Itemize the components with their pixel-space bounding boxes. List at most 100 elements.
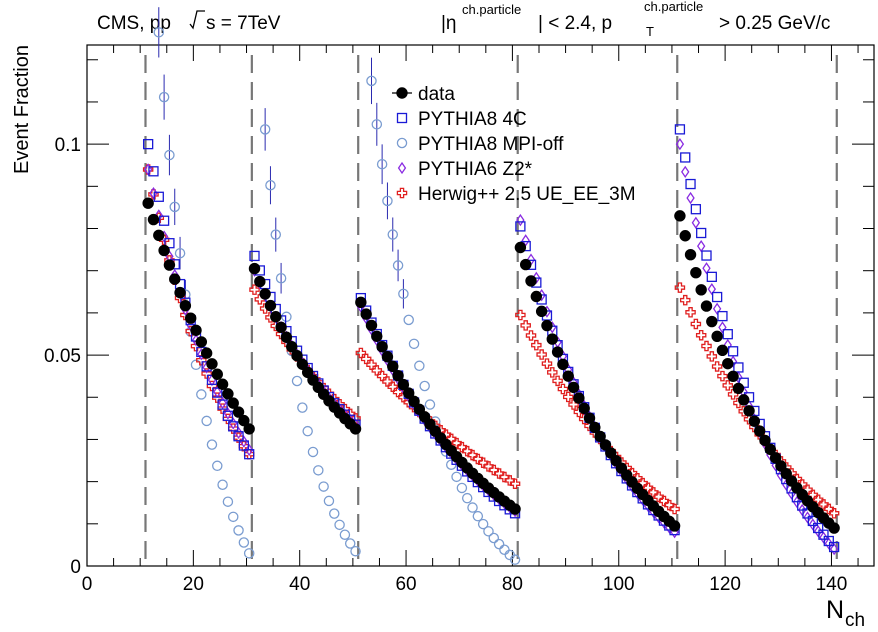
point-p4c xyxy=(727,346,739,357)
point-data xyxy=(700,300,713,312)
tick-labels: 0 20 40 60 80 100 120 140 0 0.05 0.1 xyxy=(44,135,847,595)
point-data xyxy=(158,244,170,257)
point-data xyxy=(583,412,596,424)
point-herwig xyxy=(477,457,489,468)
data-points xyxy=(142,7,840,565)
point-z2 xyxy=(813,525,823,538)
point-herwig xyxy=(525,330,537,341)
point-z2 xyxy=(819,531,828,544)
point-data xyxy=(291,350,303,362)
legend-label: data xyxy=(418,84,455,105)
point-p4c xyxy=(238,440,250,451)
legend-label: PYTHIA8 MPI-off xyxy=(418,134,564,155)
point-mpioff xyxy=(227,511,239,523)
point-data xyxy=(238,414,250,427)
point-herwig xyxy=(392,386,404,398)
point-herwig xyxy=(658,495,670,507)
point-mpioff xyxy=(270,229,282,240)
point-herwig xyxy=(637,477,648,489)
point-data xyxy=(371,330,383,342)
y-tick-label: 0.05 xyxy=(44,346,81,367)
point-herwig xyxy=(451,437,462,449)
point-herwig xyxy=(701,340,712,352)
point-mpioff xyxy=(477,518,489,530)
point-mpioff xyxy=(169,201,180,213)
point-herwig xyxy=(562,391,574,403)
point-data xyxy=(184,312,197,324)
point-data xyxy=(179,299,192,312)
point-data xyxy=(535,305,548,318)
point-data xyxy=(578,402,590,415)
point-data xyxy=(360,308,372,320)
point-z2 xyxy=(149,186,158,200)
point-mpioff xyxy=(350,545,361,557)
legend-label: PYTHIA6 Z2* xyxy=(418,159,533,180)
point-p4c xyxy=(143,138,154,150)
point-data xyxy=(397,378,410,391)
point-herwig xyxy=(531,339,542,351)
point-mpioff xyxy=(164,149,175,161)
x-tick-label: 20 xyxy=(183,574,204,595)
sqrt-symbol xyxy=(189,10,205,30)
legend-item-z2: PYTHIA6 Z2* xyxy=(397,159,533,180)
point-z2 xyxy=(707,282,717,296)
point-data xyxy=(573,392,585,404)
point-mpioff xyxy=(499,544,510,556)
point-data xyxy=(525,275,537,287)
legend-marker xyxy=(396,87,408,99)
legend: data PYTHIA8 4C PYTHIA8 MPI-off PYTHIA6 Z2*… xyxy=(392,84,636,205)
point-data xyxy=(759,434,771,447)
point-z2 xyxy=(824,537,833,550)
point-herwig xyxy=(802,484,813,495)
point-p4c xyxy=(696,227,707,239)
point-data xyxy=(355,296,367,309)
point-z2 xyxy=(218,396,227,410)
header-left: CMS, pp s = 7TeV xyxy=(97,10,281,34)
point-p4c xyxy=(148,166,159,177)
point-mpioff xyxy=(403,314,414,326)
point-herwig xyxy=(711,361,723,372)
point-mpioff xyxy=(281,311,292,323)
point-mpioff xyxy=(291,375,303,387)
point-herwig xyxy=(456,441,468,453)
x-tick-label: 40 xyxy=(289,574,310,595)
x-axis-label: N ch xyxy=(826,596,865,631)
point-data xyxy=(275,321,287,333)
axis-ticks xyxy=(86,45,874,567)
point-herwig xyxy=(807,489,819,501)
legend-item-herwig: Herwig++ 2.5 UE_EE_3M xyxy=(396,184,636,205)
point-mpioff xyxy=(318,481,329,492)
x-tick-label: 60 xyxy=(395,574,416,595)
point-data xyxy=(286,341,298,353)
point-mpioff xyxy=(153,27,165,38)
point-data xyxy=(716,344,729,357)
point-herwig xyxy=(520,320,531,331)
point-mpioff xyxy=(472,510,484,522)
point-p4c xyxy=(701,250,712,261)
point-data xyxy=(232,406,245,418)
point-mpioff xyxy=(334,519,345,531)
point-mpioff xyxy=(323,495,335,507)
point-mpioff xyxy=(456,482,468,494)
y-axis-label: Event Fraction xyxy=(11,45,33,174)
point-p4c xyxy=(813,522,824,534)
point-herwig xyxy=(376,370,388,382)
point-herwig xyxy=(685,307,696,318)
point-p4c xyxy=(711,291,723,303)
point-mpioff xyxy=(265,179,276,191)
title-energy: s = 7TeV xyxy=(206,13,281,34)
point-z2 xyxy=(521,234,530,247)
point-data xyxy=(828,522,840,534)
point-data xyxy=(764,443,777,456)
point-p4c xyxy=(733,362,744,373)
point-p4c xyxy=(249,250,260,262)
point-data xyxy=(227,397,239,409)
point-mpioff xyxy=(424,399,436,410)
point-herwig xyxy=(823,503,835,515)
point-mpioff xyxy=(329,508,340,519)
point-data xyxy=(706,315,718,328)
point-data xyxy=(195,336,208,348)
point-data xyxy=(200,347,213,359)
point-data xyxy=(589,421,601,434)
x-tick-label: 120 xyxy=(709,574,741,595)
